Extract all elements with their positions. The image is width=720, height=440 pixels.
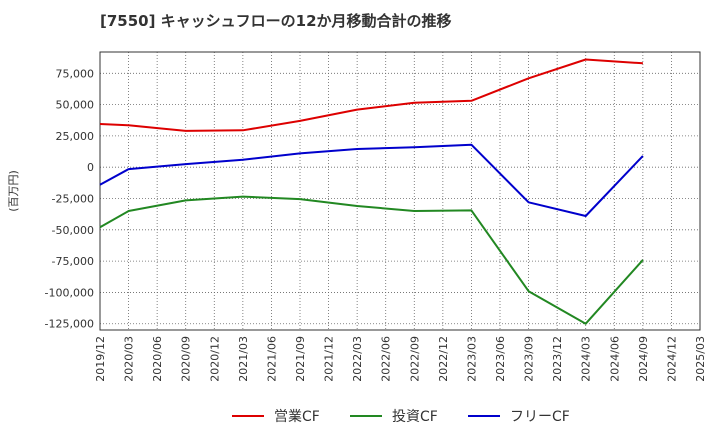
x-tick-label: 2025/03 bbox=[694, 336, 707, 382]
x-tick-label: 2022/09 bbox=[408, 336, 421, 382]
y-tick-label: -50,000 bbox=[52, 224, 94, 237]
legend-item-investing-cf: 投資CF bbox=[350, 404, 438, 428]
x-tick-label: 2020/06 bbox=[151, 336, 164, 382]
x-tick-label: 2020/03 bbox=[123, 336, 136, 382]
x-tick-label: 2023/06 bbox=[494, 336, 507, 382]
legend-item-free-cf: フリーCF bbox=[468, 404, 570, 428]
x-tick-label: 2024/12 bbox=[665, 336, 678, 382]
y-tick-label: -100,000 bbox=[45, 286, 94, 299]
series-line-operating-cf bbox=[99, 58, 643, 132]
legend: 営業CF 投資CF フリーCF bbox=[0, 404, 720, 428]
x-tick-label: 2023/03 bbox=[465, 336, 478, 382]
legend-item-operating-cf: 営業CF bbox=[232, 404, 320, 428]
x-tick-label: 2019/12 bbox=[94, 336, 107, 382]
x-tick-label: 2023/12 bbox=[551, 336, 564, 382]
x-tick-label: 2021/06 bbox=[265, 336, 278, 382]
x-tick-label: 2020/09 bbox=[180, 336, 193, 382]
legend-swatch-operating-cf bbox=[232, 415, 264, 417]
x-tick-label: 2024/09 bbox=[637, 336, 650, 382]
x-tick-label: 2022/03 bbox=[351, 336, 364, 382]
x-tick-label: 2021/09 bbox=[294, 336, 307, 382]
chart-title: [7550] キャッシュフローの12か月移動合計の推移 bbox=[100, 12, 452, 30]
y-axis-label: (百万円) bbox=[7, 170, 20, 212]
y-tick-label: 25,000 bbox=[56, 130, 95, 143]
y-tick-label: -75,000 bbox=[52, 255, 94, 268]
series-layer bbox=[99, 58, 644, 325]
series-line-free-cf bbox=[99, 143, 644, 217]
grid bbox=[100, 52, 700, 330]
legend-label-operating-cf: 営業CF bbox=[274, 409, 320, 425]
y-tick-label: -25,000 bbox=[52, 193, 94, 206]
x-tick-label: 2021/12 bbox=[323, 336, 336, 382]
x-tick-label: 2022/06 bbox=[380, 336, 393, 382]
x-tick-label: 2022/12 bbox=[437, 336, 450, 382]
y-tick-label: 50,000 bbox=[56, 99, 95, 112]
legend-swatch-investing-cf bbox=[350, 415, 382, 417]
x-tick-label: 2020/12 bbox=[208, 336, 221, 382]
series-line-investing-cf bbox=[99, 195, 644, 325]
legend-swatch-free-cf bbox=[468, 415, 500, 417]
axes: 75,000 50,000 25,000 0 -25,000 -50,000 -75,000… bbox=[7, 51, 707, 382]
y-tick-label: -125,000 bbox=[45, 318, 94, 331]
x-tick-label: 2021/03 bbox=[237, 336, 250, 382]
legend-label-investing-cf: 投資CF bbox=[392, 409, 438, 425]
plot-frame bbox=[99, 51, 701, 331]
y-tick-label: 75,000 bbox=[56, 67, 95, 80]
x-tick-label: 2024/03 bbox=[580, 336, 593, 382]
y-tick-label: 0 bbox=[87, 161, 94, 174]
legend-label-free-cf: フリーCF bbox=[510, 409, 570, 425]
x-tick-label: 2024/06 bbox=[608, 336, 621, 382]
x-tick-label: 2023/09 bbox=[523, 336, 536, 382]
